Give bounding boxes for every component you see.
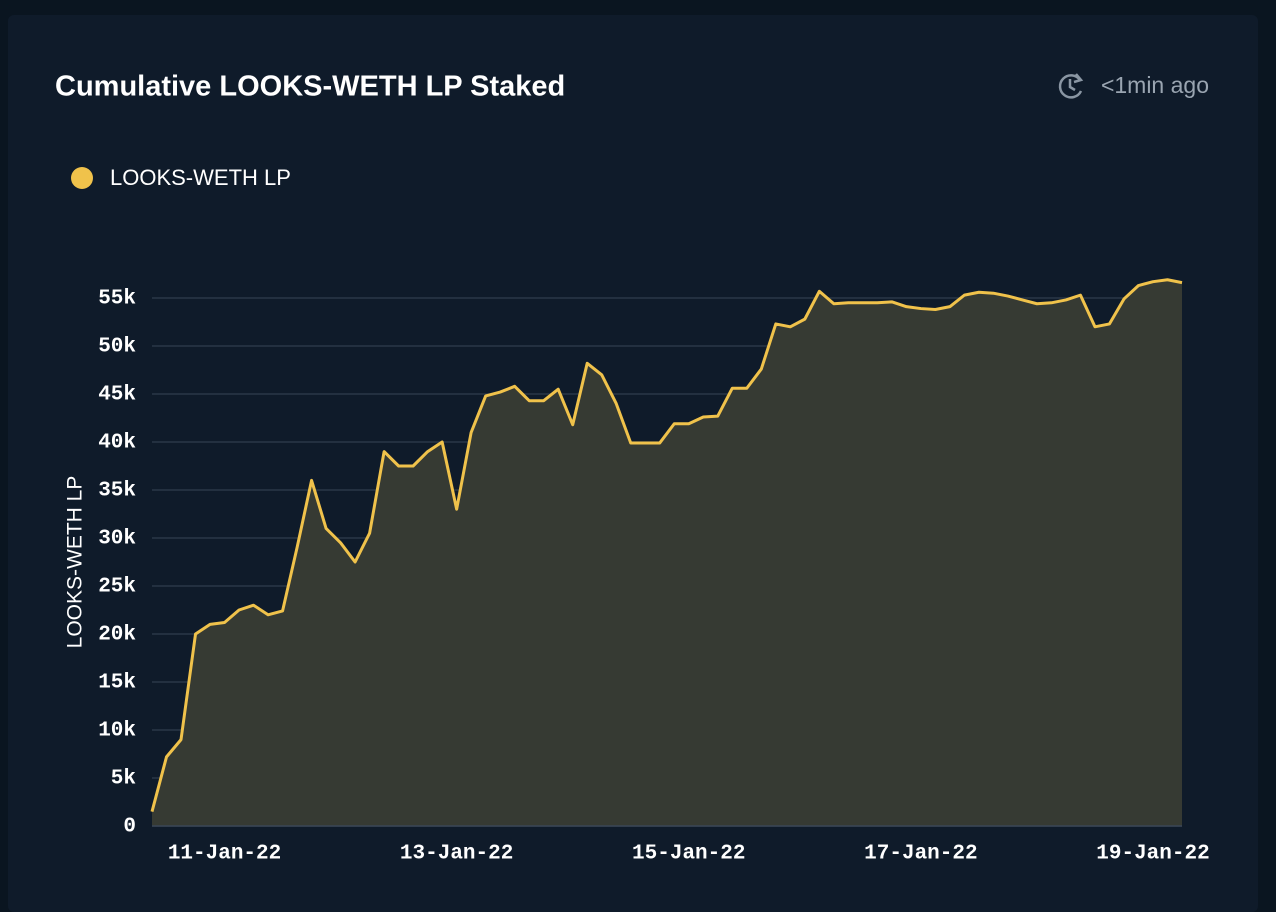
y-tick-label: 45k <box>98 384 136 407</box>
y-axis-label: LOOKS-WETH LP <box>64 476 87 649</box>
y-tick-label: 15k <box>98 672 136 695</box>
y-tick-label: 25k <box>98 576 136 599</box>
y-tick-label: 55k <box>98 288 136 311</box>
y-tick-label: 0 <box>123 816 136 839</box>
x-tick-label: 17-Jan-22 <box>864 843 977 866</box>
legend-label: LOOKS-WETH LP <box>110 165 291 190</box>
y-tick-label: 10k <box>98 720 136 743</box>
x-tick-label: 15-Jan-22 <box>632 843 745 866</box>
updated-time: <1min ago <box>1101 72 1209 98</box>
y-tick-label: 50k <box>98 336 136 359</box>
line <box>150 278 1183 812</box>
x-tick-label: 19-Jan-22 <box>1096 843 1209 866</box>
area-fill <box>152 279 1182 826</box>
y-tick-label: 40k <box>98 432 136 455</box>
legend-swatch <box>71 167 93 189</box>
y-tick-label: 20k <box>98 624 136 647</box>
y-tick-label: 35k <box>98 480 136 503</box>
y-tick-label: 5k <box>111 768 136 791</box>
clock-icon <box>1058 73 1084 99</box>
chart-title: Cumulative LOOKS-WETH LP Staked <box>55 71 565 103</box>
x-tick-label: 11-Jan-22 <box>168 843 281 866</box>
x-tick-label: 13-Jan-22 <box>400 843 513 866</box>
y-tick-label: 30k <box>98 528 136 551</box>
